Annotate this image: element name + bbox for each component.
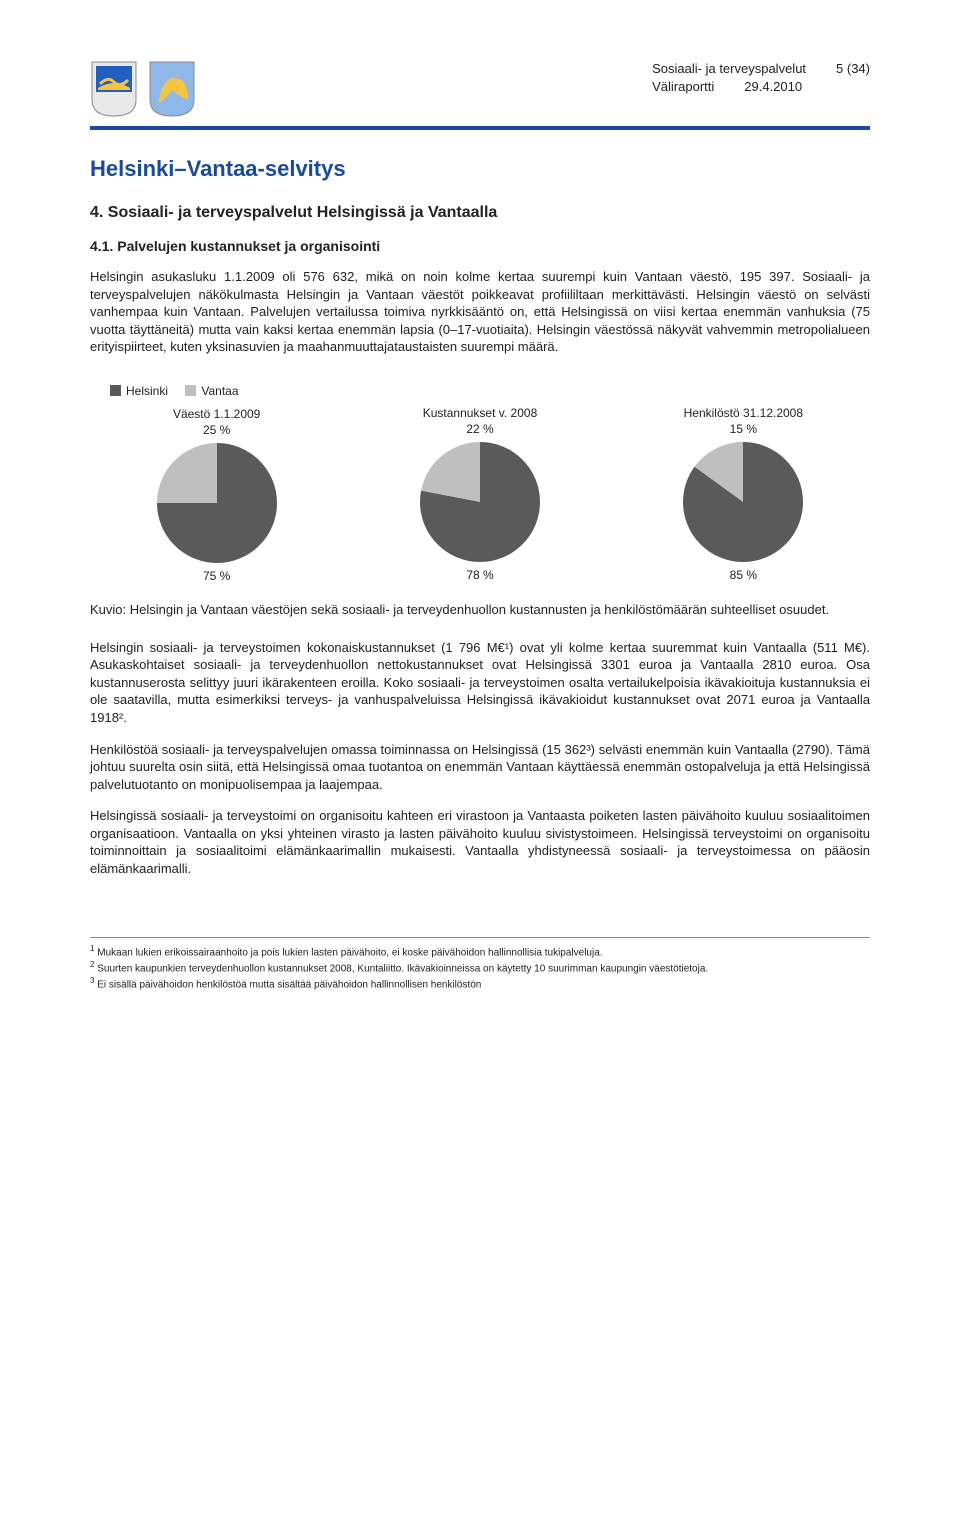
doc-type: Sosiaali- ja terveyspalvelut	[652, 60, 806, 78]
para-4: Helsingissä sosiaali- ja terveystoimi on…	[90, 807, 870, 877]
pie-population	[157, 443, 277, 563]
footnote-2: 2 Suurten kaupunkien terveydenhuollon ku…	[90, 960, 870, 976]
legend: Helsinki Vantaa	[90, 384, 343, 400]
helsinki-crest-icon	[90, 60, 138, 118]
chart-staff-bottom-pct: 85 %	[617, 568, 870, 582]
legend-helsinki-label: Helsinki	[126, 384, 168, 398]
para-3: Henkilöstöä sosiaali- ja terveyspalveluj…	[90, 741, 870, 794]
header-meta: Sosiaali- ja terveyspalvelut 5 (34) Väli…	[652, 60, 870, 95]
chart-pop-bottom-pct: 75 %	[90, 569, 343, 583]
section-4-1-heading: 4.1. Palvelujen kustannukset ja organiso…	[90, 238, 870, 254]
vantaa-crest-icon	[148, 60, 196, 118]
para-1: Helsingin asukasluku 1.1.2009 oli 576 63…	[90, 268, 870, 356]
legend-swatch-helsinki	[110, 385, 121, 396]
footnote-1: 1 Mukaan lukien erikoissairaanhoito ja p…	[90, 944, 870, 960]
chart-staff-title: Henkilöstö 31.12.2008	[617, 406, 870, 420]
chart-cost-bottom-pct: 78 %	[353, 568, 606, 582]
chart-cost-top-pct: 22 %	[353, 422, 606, 436]
chart-pop-top-pct: 25 %	[90, 423, 343, 437]
figure-caption: Kuvio: Helsingin ja Vantaan väestöjen se…	[90, 601, 870, 619]
doc-title: Helsinki–Vantaa-selvitys	[90, 156, 870, 182]
section-4-heading: 4. Sosiaali- ja terveyspalvelut Helsingi…	[90, 204, 870, 222]
para-2: Helsingin sosiaali- ja terveystoimen kok…	[90, 639, 870, 727]
pie-staff	[683, 442, 803, 562]
chart-cost: . Kustannukset v. 2008 22 % 78 %	[353, 384, 606, 584]
legend-swatch-vantaa	[185, 385, 196, 396]
report-date: 29.4.2010	[744, 78, 802, 96]
page-header: Sosiaali- ja terveyspalvelut 5 (34) Väli…	[90, 60, 870, 118]
chart-population: Helsinki Vantaa Väestö 1.1.2009 25 % 75 …	[90, 384, 343, 584]
footnotes: 1 Mukaan lukien erikoissairaanhoito ja p…	[90, 937, 870, 991]
report-label: Väliraportti	[652, 78, 714, 96]
legend-helsinki: Helsinki	[110, 384, 168, 398]
chart-cost-title: Kustannukset v. 2008	[353, 406, 606, 420]
legend-vantaa-label: Vantaa	[201, 384, 238, 398]
chart-pop-title: Väestö 1.1.2009	[90, 407, 343, 421]
header-divider	[90, 126, 870, 130]
chart-staff-top-pct: 15 %	[617, 422, 870, 436]
page-number: 5 (34)	[836, 60, 870, 78]
chart-staff: . Henkilöstö 31.12.2008 15 % 85 %	[617, 384, 870, 584]
legend-vantaa: Vantaa	[185, 384, 238, 398]
footnote-3: 3 Ei sisällä päivähoidon henkilöstöä mut…	[90, 976, 870, 992]
charts-row: Helsinki Vantaa Väestö 1.1.2009 25 % 75 …	[90, 384, 870, 584]
pie-cost	[420, 442, 540, 562]
crests	[90, 60, 196, 118]
